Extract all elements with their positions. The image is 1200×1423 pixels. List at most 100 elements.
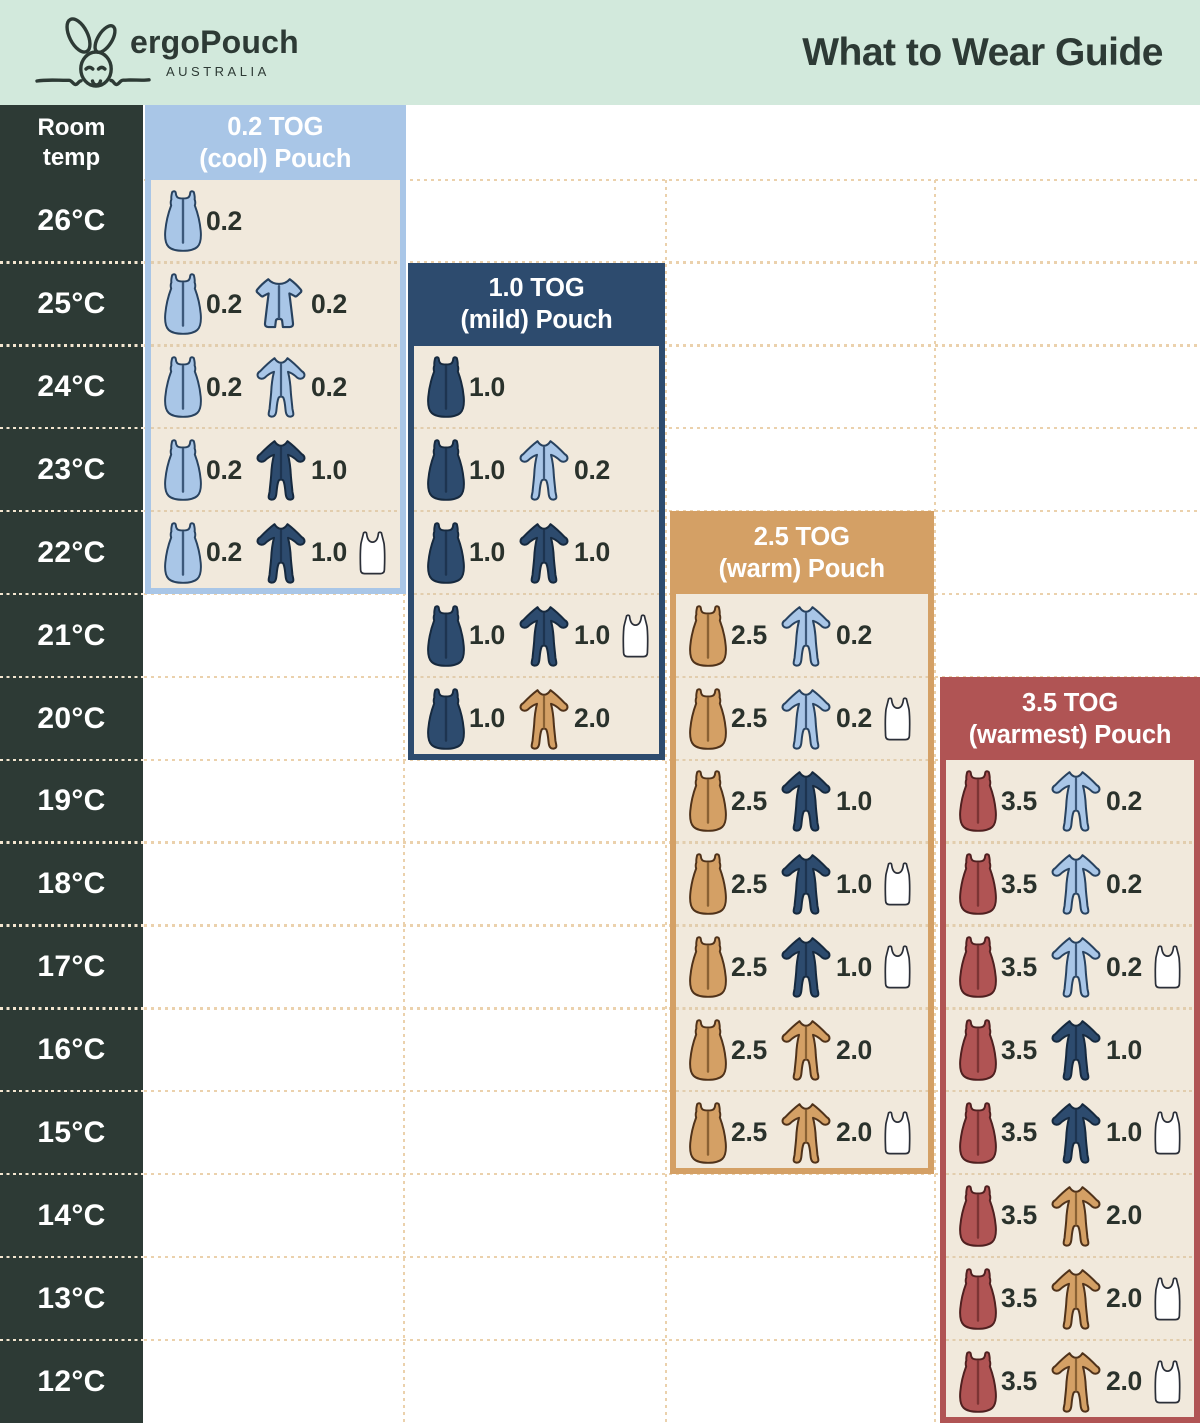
outfit-row-cool-22: 0.2 1.0 bbox=[151, 511, 400, 588]
tog-value: 0.2 bbox=[206, 454, 242, 485]
outfit-row-cool-24: 0.2 0.2 bbox=[151, 346, 400, 429]
outfit-row-warmest-17: 3.5 0.2 bbox=[946, 926, 1194, 1009]
tog-value: 1.0 bbox=[469, 371, 505, 402]
singlet-icon bbox=[1152, 1360, 1183, 1404]
tog-value: 3.5 bbox=[1001, 1283, 1037, 1314]
outfit-row-separator bbox=[414, 509, 659, 513]
tog-rating: 3.5 TOG bbox=[1022, 688, 1118, 717]
outfit-row-warmest-19: 3.5 0.2 bbox=[946, 760, 1194, 843]
temp-label-25: 25°C bbox=[37, 287, 106, 321]
tog-value: 1.0 bbox=[469, 537, 505, 568]
tog-rating: 0.2 TOG bbox=[227, 112, 324, 141]
singlet-icon bbox=[1152, 1111, 1183, 1155]
outfit-row-separator bbox=[151, 344, 400, 347]
temp-label-20: 20°C bbox=[37, 701, 106, 735]
tog-value: 1.0 bbox=[836, 868, 872, 899]
outfit-row-warm-16: 2.5 2.0 bbox=[676, 1009, 928, 1092]
outfit-row-separator bbox=[414, 675, 659, 679]
temp-label-13: 13°C bbox=[37, 1281, 106, 1315]
tog-value: 1.0 bbox=[836, 785, 872, 816]
tog-value: 3.5 bbox=[1001, 1034, 1037, 1065]
tog-value: 3.5 bbox=[1001, 1366, 1037, 1397]
tog-value: 3.5 bbox=[1001, 1117, 1037, 1148]
onesie-icon bbox=[1048, 1019, 1104, 1081]
onesie-icon bbox=[778, 1102, 834, 1164]
tog-panel-header-warm: 2.5 TOG (warm) Pouch bbox=[670, 511, 934, 594]
onesie-icon bbox=[253, 522, 309, 584]
tog-value: 2.0 bbox=[1106, 1283, 1142, 1314]
outfit-row-separator bbox=[946, 1007, 1194, 1010]
singlet-icon bbox=[357, 531, 388, 575]
outfit-row-cool-26: 0.2 bbox=[151, 180, 400, 263]
tog-value: 0.2 bbox=[206, 537, 242, 568]
outfit-row-separator bbox=[946, 1338, 1194, 1341]
pouch-icon bbox=[163, 273, 203, 335]
room-temp-header-line2: temp bbox=[42, 143, 101, 171]
tog-panel-body-mild: 1.0 1.0 0.2 1.0 1.0 1.0 1.0 1.0 2.0 bbox=[414, 345, 659, 755]
tog-panel-body-warm: 2.5 0.2 2.5 0.2 2.5 1.0 2.5 1.0 2.5 1.0 2.5 2.0 2.5 2… bbox=[676, 594, 928, 1169]
brand-subtitle: AUSTRALIA bbox=[166, 64, 270, 79]
onesie-icon bbox=[1048, 1185, 1104, 1247]
pouch-icon bbox=[958, 853, 998, 915]
tog-value: 1.0 bbox=[469, 620, 505, 651]
tog-value: 3.5 bbox=[1001, 951, 1037, 982]
outfit-row-warmest-14: 3.5 2.0 bbox=[946, 1174, 1194, 1257]
pouch-icon bbox=[426, 522, 466, 584]
onesie-icon bbox=[516, 522, 572, 584]
outfit-row-separator bbox=[414, 592, 659, 596]
pouch-icon bbox=[163, 522, 203, 584]
grid-hline bbox=[144, 261, 1200, 264]
outfit-row-separator bbox=[946, 924, 1194, 927]
onesie-icon bbox=[516, 605, 572, 667]
outfit-row-separator bbox=[946, 1255, 1194, 1259]
tog-value: 0.2 bbox=[206, 371, 242, 402]
onesie-icon bbox=[516, 688, 572, 750]
pouch-icon bbox=[688, 1019, 728, 1081]
tog-value: 2.5 bbox=[731, 703, 767, 734]
temp-label-19: 19°C bbox=[37, 784, 106, 818]
room-temp-header: Room temp bbox=[0, 105, 143, 180]
temp-row-separator bbox=[0, 509, 143, 513]
onesie-icon bbox=[778, 1019, 834, 1081]
tog-value: 0.2 bbox=[311, 371, 347, 402]
tog-value: 2.5 bbox=[731, 620, 767, 651]
outfit-row-separator bbox=[946, 841, 1194, 844]
tog-panel-header-cool: 0.2 TOG (cool) Pouch bbox=[145, 105, 406, 180]
temp-row-separator bbox=[0, 1090, 143, 1093]
outfit-row-warmest-13: 3.5 2.0 bbox=[946, 1257, 1194, 1340]
tog-panel-cool: 0.2 TOG (cool) Pouch 0.2 0.2 0.2 0.2 0.2 0.2 1.0… bbox=[145, 105, 406, 595]
pouch-icon bbox=[688, 770, 728, 832]
onesie-icon bbox=[1048, 770, 1104, 832]
tog-label: (cool) Pouch bbox=[199, 144, 352, 173]
grid-vline bbox=[664, 180, 667, 1423]
grid-hline bbox=[144, 427, 1200, 430]
romper-icon bbox=[253, 276, 305, 332]
grid-hline bbox=[144, 344, 1200, 347]
tog-label: (warm) Pouch bbox=[718, 554, 885, 583]
tog-value: 1.0 bbox=[574, 620, 610, 651]
outfit-row-separator bbox=[676, 841, 928, 844]
temp-row-separator bbox=[0, 592, 143, 596]
temp-row-separator bbox=[0, 344, 143, 347]
tog-value: 3.5 bbox=[1001, 785, 1037, 816]
tog-panel-mild: 1.0 TOG (mild) Pouch 1.0 1.0 0.2 1.0 1.0 1.0 1.0… bbox=[408, 262, 665, 761]
temp-label-23: 23°C bbox=[37, 453, 106, 487]
tog-value: 2.5 bbox=[731, 951, 767, 982]
onesie-icon bbox=[778, 688, 834, 750]
room-temp-header-line1: Room bbox=[37, 113, 106, 141]
pouch-icon bbox=[688, 688, 728, 750]
tog-value: 1.0 bbox=[1106, 1117, 1142, 1148]
tog-value: 0.2 bbox=[206, 205, 242, 236]
outfit-row-separator bbox=[676, 758, 928, 761]
singlet-icon bbox=[882, 862, 913, 906]
outfit-row-warm-20: 2.5 0.2 bbox=[676, 677, 928, 760]
tog-rating: 1.0 TOG bbox=[488, 274, 585, 303]
singlet-icon bbox=[1152, 945, 1183, 989]
outfit-row-cool-23: 0.2 1.0 bbox=[151, 429, 400, 512]
temp-label-17: 17°C bbox=[37, 950, 106, 984]
temp-row-separator bbox=[0, 1338, 143, 1342]
pouch-icon bbox=[426, 356, 466, 418]
temp-label-15: 15°C bbox=[37, 1115, 106, 1149]
tog-value: 0.2 bbox=[574, 454, 610, 485]
outfit-row-separator bbox=[946, 1090, 1194, 1093]
